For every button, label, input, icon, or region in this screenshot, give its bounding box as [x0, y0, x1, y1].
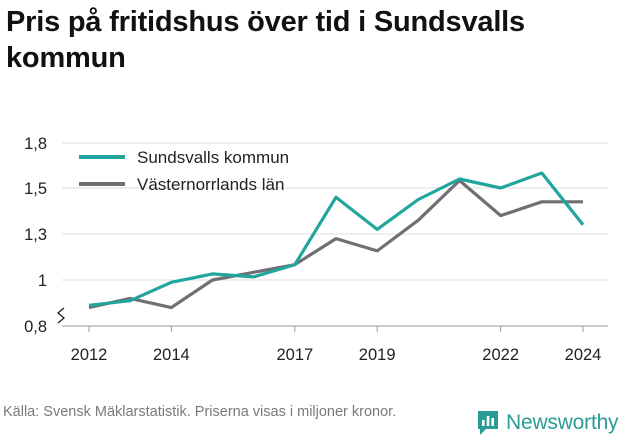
chart-title: Pris på fritidshus över tid i Sundsvalls… [6, 6, 525, 74]
x-tick-label: 2014 [153, 346, 190, 364]
series-line-0 [88, 171, 585, 307]
x-axis: 2012 2014 2017 2019 2022 2024 [71, 326, 602, 364]
x-tick-label: 2019 [359, 346, 396, 364]
x-tick-label: 2022 [482, 346, 519, 364]
y-axis: 0,8 1 1,3 1,5 1,8 [24, 135, 66, 336]
x-tick-label: 2017 [276, 346, 313, 364]
brand-name: Newsworthy [506, 411, 619, 434]
source-note: Källa: Svensk Mäklarstatistik. Priserna … [3, 404, 397, 420]
newsworthy-logo-icon [478, 411, 498, 435]
x-tick-label: 2012 [71, 346, 108, 364]
series-lines [88, 171, 585, 310]
y-tick-label: 0,8 [24, 318, 47, 336]
y-tick-label: 1,5 [24, 180, 47, 198]
legend: Sundsvalls kommun Västernorrlands län [79, 148, 289, 194]
legend-label: Västernorrlands län [137, 175, 284, 194]
grid-lines [62, 142, 608, 327]
y-tick-label: 1,3 [24, 226, 47, 244]
x-tick-label: 2024 [565, 346, 602, 364]
y-tick-label: 1,8 [24, 135, 47, 153]
axis-break-icon [56, 307, 66, 324]
y-tick-label: 1 [38, 272, 47, 290]
legend-label: Sundsvalls kommun [137, 148, 289, 167]
brand-logo[interactable]: Newsworthy [476, 407, 619, 439]
series-line-1 [88, 178, 583, 310]
